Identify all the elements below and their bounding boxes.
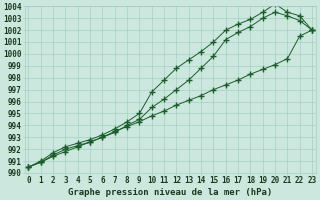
X-axis label: Graphe pression niveau de la mer (hPa): Graphe pression niveau de la mer (hPa) — [68, 188, 272, 197]
